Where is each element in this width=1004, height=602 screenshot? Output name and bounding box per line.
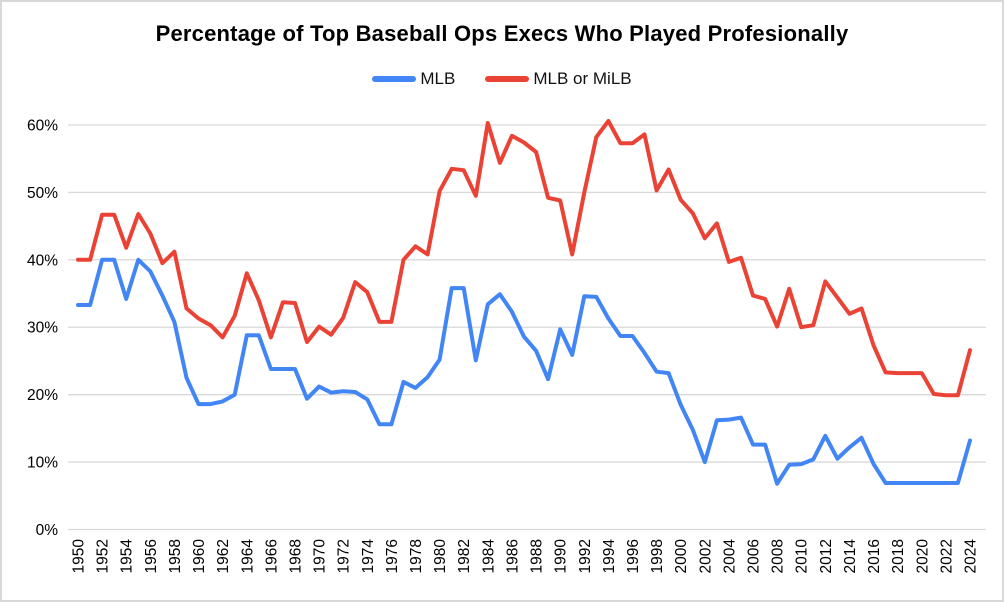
x-axis-label: 1952 [95, 539, 112, 573]
mlb-line-swatch [372, 76, 417, 82]
x-axis-label: 1950 [71, 539, 88, 574]
x-axis-label: 1976 [384, 539, 401, 573]
x-axis-label: 1960 [191, 539, 208, 574]
x-axis-label: 1954 [119, 539, 136, 574]
x-axis-label: 2008 [770, 539, 787, 573]
y-axis-label: 10% [27, 455, 58, 472]
x-axis-label: 1972 [336, 539, 353, 573]
x-axis-label: 2022 [938, 539, 955, 573]
x-axis-label: 2014 [842, 539, 859, 574]
x-axis-label: 1980 [432, 539, 449, 574]
x-axis-label: 2004 [721, 539, 738, 574]
legend-label-mlb: MLB [420, 69, 456, 88]
x-axis-label: 1962 [215, 539, 232, 573]
x-axis-label: 2016 [866, 539, 883, 573]
x-axis-label: 1998 [649, 539, 666, 573]
y-axis-label: 60% [27, 117, 58, 134]
x-axis-label: 1958 [167, 539, 184, 573]
legend-item-mlb: MLB [372, 69, 455, 89]
x-axis-label: 1994 [601, 539, 618, 574]
x-axis-label: 2012 [818, 539, 835, 573]
mlb-line [76, 257, 972, 486]
x-axis-label: 2006 [746, 539, 763, 573]
x-axis-label: 1966 [263, 539, 280, 573]
x-axis-label: 1956 [143, 539, 160, 573]
x-axis-label: 2018 [890, 539, 907, 573]
y-axis-label: 40% [27, 252, 58, 269]
x-axis-label: 2000 [673, 539, 690, 574]
x-axis-label: 2020 [914, 539, 931, 574]
x-axis-label: 2002 [697, 539, 714, 573]
x-axis-label: 1988 [529, 539, 546, 573]
x-axis-label: 1968 [287, 539, 304, 573]
legend-label-mlb-or-milb: MLB or MiLB [533, 69, 632, 88]
y-axis-label: 0% [36, 522, 59, 539]
x-axis-label: 1984 [480, 539, 497, 574]
chart-title: Percentage of Top Baseball Ops Execs Who… [155, 21, 849, 46]
x-axis-label: 2024 [962, 539, 979, 574]
y-axis-label: 20% [27, 387, 58, 404]
legend-item-mlb-or-milb: MLB or MiLB [485, 69, 632, 89]
x-axis-label: 1970 [312, 539, 329, 574]
legend: MLB MLB or MiLB [2, 69, 1002, 89]
x-axis-label: 1982 [456, 539, 473, 573]
x-axis-label: 1990 [553, 539, 570, 574]
y-axis-label: 50% [27, 185, 58, 202]
x-axis-label: 1992 [577, 539, 594, 573]
x-axis-label: 1974 [360, 539, 377, 574]
y-axis-label: 30% [27, 320, 58, 337]
mlb-or-milb-line [76, 119, 972, 398]
x-axis-label: 1978 [408, 539, 425, 573]
x-axis-label: 1996 [625, 539, 642, 573]
mlb-or-milb-line-swatch [485, 76, 530, 82]
x-axis-label: 1964 [239, 539, 256, 574]
x-axis-label: 1986 [504, 539, 521, 573]
x-axis-label: 2010 [794, 539, 811, 574]
